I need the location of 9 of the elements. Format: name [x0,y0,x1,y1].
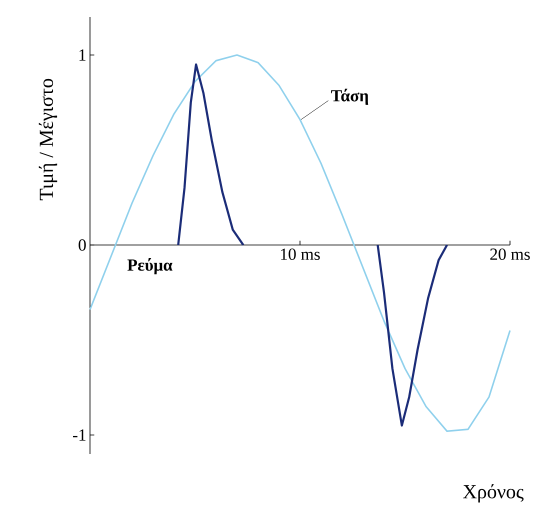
y-tick-label: -1 [72,429,86,441]
y-tick-label: 1 [79,49,86,61]
x-tick-label: 10 ms [281,248,320,260]
text: Τάση [331,88,368,105]
y-tick-label: 0 [78,239,86,251]
series-label: Ρεύμα [127,258,172,274]
y-axis-title: Τιμή / Μέγιστο [38,78,58,200]
x-tick-label: 20 ms [490,248,530,260]
x-axis-title: Χρόνος [463,484,524,502]
